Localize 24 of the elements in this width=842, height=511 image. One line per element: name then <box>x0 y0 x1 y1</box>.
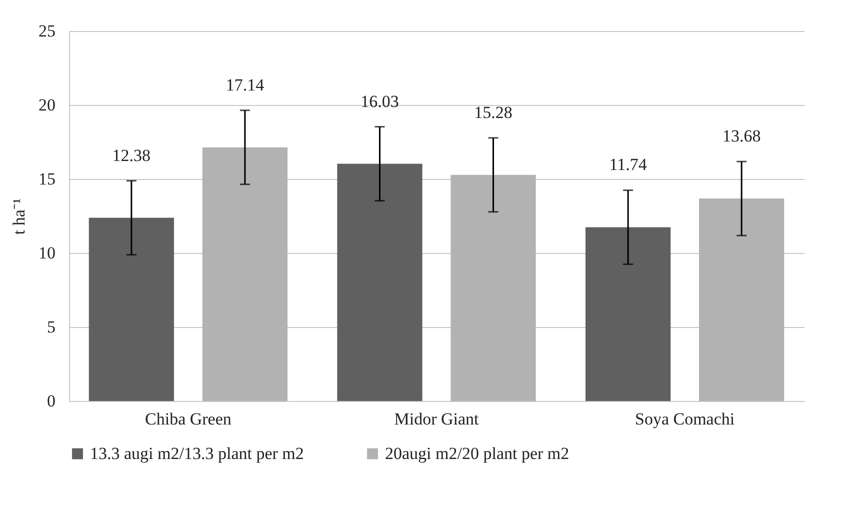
x-tick-label: Midor Giant <box>394 410 480 428</box>
y-tick-label: 20 <box>38 96 56 114</box>
x-tick-label: Chiba Green <box>144 410 232 428</box>
bar <box>585 227 671 401</box>
y-axis-title: t ha⁻¹ <box>10 198 28 235</box>
data-label: 12.38 <box>112 146 151 165</box>
legend-label: 20augi m2/20 plant per m2 <box>385 444 570 463</box>
bar <box>88 218 174 401</box>
data-label: 11.74 <box>609 155 648 174</box>
data-label: 17.14 <box>226 75 265 94</box>
y-tick-label: 5 <box>47 318 56 336</box>
y-tick-label: 0 <box>47 392 56 410</box>
data-label: 16.03 <box>360 92 399 111</box>
data-label: 15.28 <box>474 102 512 122</box>
y-tick-label: 10 <box>38 244 56 262</box>
bar <box>450 174 536 401</box>
y-tick-label: 15 <box>38 170 56 188</box>
bar <box>337 164 422 401</box>
data-label: 13.68 <box>722 126 761 146</box>
bar <box>202 147 288 401</box>
y-tick-label: 25 <box>38 22 56 40</box>
x-tick-label: Soya Comachi <box>634 410 735 428</box>
legend-label: 13.3 augi m2/13.3 plant per m2 <box>90 444 304 463</box>
bar <box>699 198 784 401</box>
